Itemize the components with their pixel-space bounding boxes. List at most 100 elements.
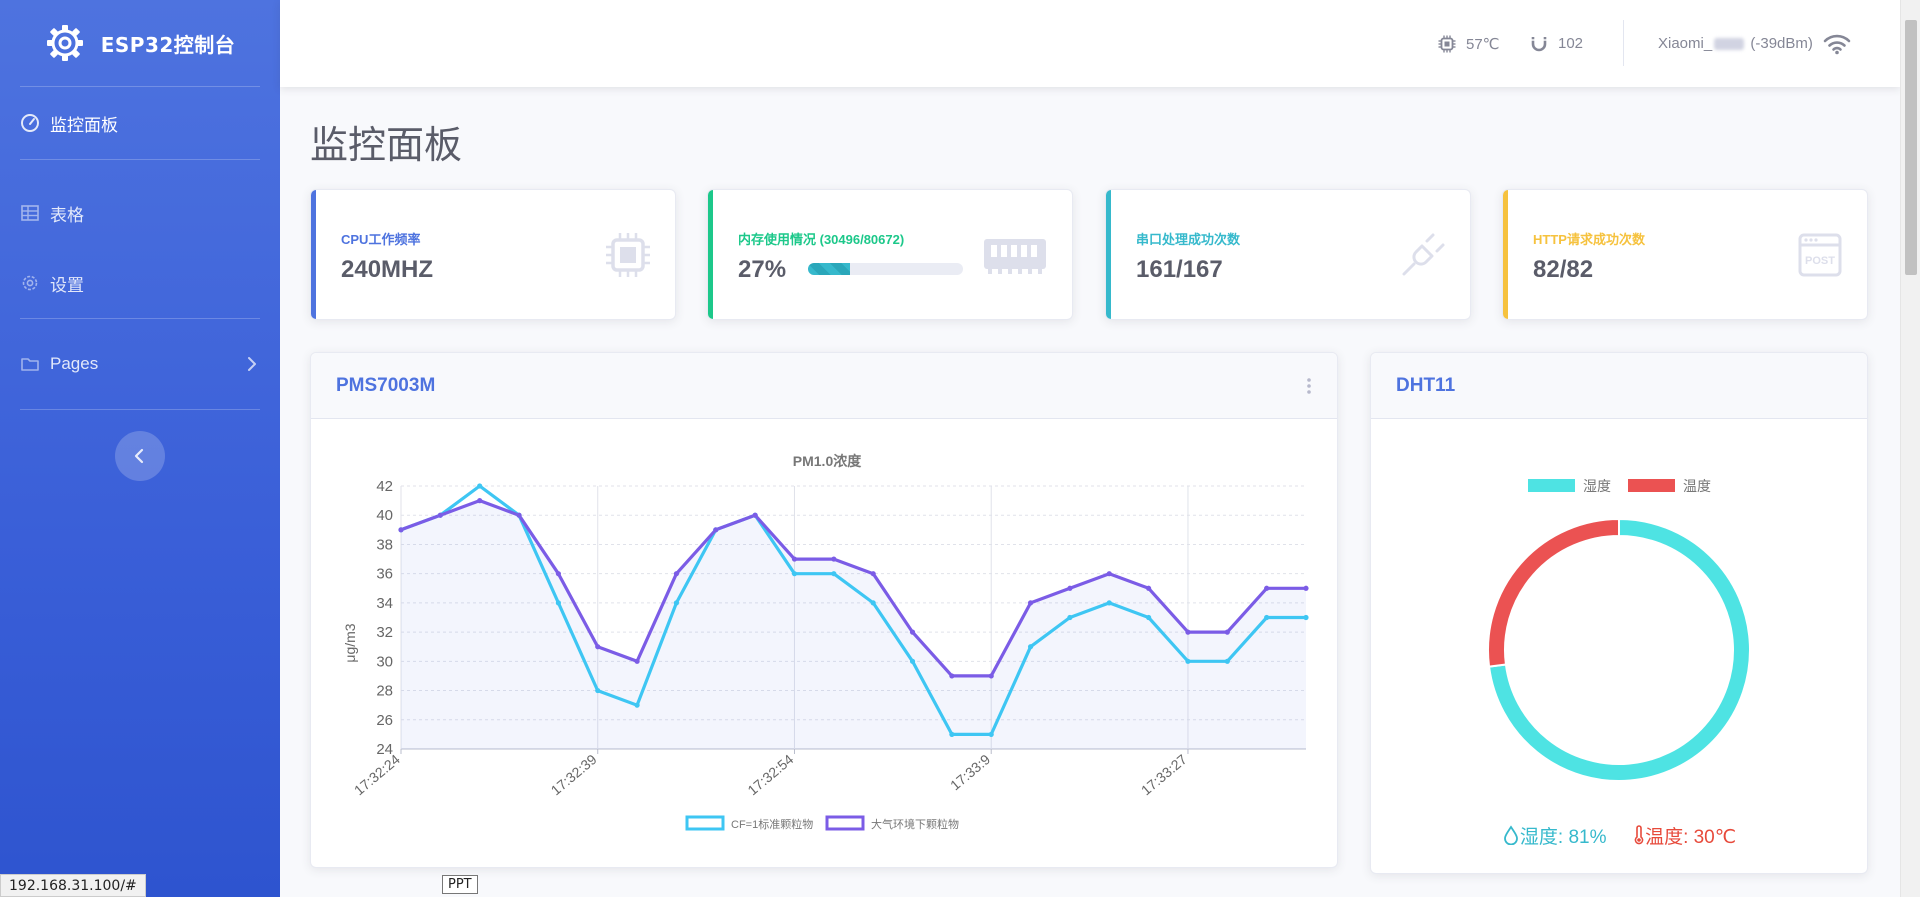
stat-title: 内存使用情况 (30496/80672) [738, 232, 905, 247]
dht-donut-chart: 湿度 温度 [1487, 478, 1751, 782]
x-tick-label: 17:32:24 [351, 751, 403, 798]
data-point [1146, 585, 1152, 591]
divider [20, 159, 260, 160]
hall-sensor-value: 102 [1558, 35, 1584, 52]
data-point [516, 512, 522, 518]
more-options-icon[interactable] [1306, 376, 1312, 396]
sidebar-item-pages[interactable]: Pages [0, 319, 280, 409]
plug-icon [1402, 233, 1445, 276]
temperature-text: 温度: 30℃ [1645, 827, 1737, 848]
sidebar-item-label: 监控面板 [50, 115, 118, 135]
sidebar-item-label: 设置 [50, 275, 84, 295]
memory-progress-fill [808, 263, 850, 275]
memory-icon [984, 239, 1046, 274]
y-axis-label: μg/m3 [342, 623, 358, 662]
humidity-text: 湿度: 81% [1519, 827, 1607, 848]
data-point [1185, 629, 1191, 635]
page-scrollbar[interactable] [1900, 0, 1920, 897]
data-point [1264, 614, 1270, 621]
sidebar-item-dashboard[interactable]: 监控面板 [0, 87, 280, 159]
data-point [595, 687, 601, 694]
stat-card-memory: 内存使用情况 (30496/80672) 27% [707, 189, 1073, 320]
y-tick-label: 28 [376, 683, 393, 700]
y-tick-label: 34 [376, 595, 393, 612]
wifi-status[interactable]: Xiaomi_ (-39dBm) [1658, 0, 1851, 87]
stat-value: 240MHZ [341, 256, 434, 283]
data-point [634, 702, 640, 708]
panel-header: DHT11 [1371, 353, 1867, 419]
x-tick-label: 17:32:39 [548, 751, 600, 798]
legend-swatch [1528, 479, 1575, 492]
stat-title: 串口处理成功次数 [1136, 232, 1241, 247]
data-point [1185, 658, 1191, 664]
data-point [477, 483, 483, 489]
folder-icon [21, 358, 39, 371]
stat-title: CPU工作频率 [341, 232, 421, 247]
y-tick-label: 30 [376, 653, 393, 670]
data-point [1106, 600, 1112, 606]
brand[interactable]: ESP32控制台 [0, 0, 280, 86]
card-accent [1503, 190, 1508, 319]
sidebar-item-table[interactable]: 表格 [0, 178, 280, 248]
data-point [909, 629, 916, 635]
data-point [555, 600, 561, 606]
scrollbar-thumb[interactable] [1905, 20, 1917, 275]
sidebar-toggle-button[interactable] [115, 431, 165, 481]
sidebar-item-settings[interactable]: 设置 [0, 248, 280, 318]
stat-card-serial: 串口处理成功次数 161/167 [1105, 189, 1471, 320]
panel-title: PMS7003M [336, 374, 436, 396]
data-point [1303, 585, 1309, 591]
data-point [437, 512, 443, 518]
divider [20, 318, 260, 319]
pms-panel: PMS7003M PM1.0浓度 μg/m3 24 26 28 30 32 34 36 38 4… [310, 352, 1338, 868]
sidebar: ESP32控制台 监控面板 表格 设置 Pages [0, 0, 280, 897]
data-point [1264, 585, 1270, 591]
data-point [909, 658, 916, 664]
legend-label: 大气环境下颗粒物 [871, 817, 959, 831]
memory-progress-bar [808, 263, 963, 275]
tooltip: PPT [442, 875, 478, 894]
panel-title: DHT11 [1396, 374, 1456, 396]
dht-panel: DHT11 湿度 温度 湿度: 81% 温度: 30℃ [1370, 352, 1868, 874]
data-point [870, 600, 876, 606]
x-tick-label: 17:33:9 [947, 751, 993, 793]
y-tick-label: 38 [376, 536, 393, 553]
legend-label: 温度 [1683, 478, 1711, 494]
browser-status-url: 192.168.31.100/# [0, 874, 146, 897]
sidebar-item-label: Pages [50, 354, 99, 373]
legend-label: CF=1标准颗粒物 [731, 817, 813, 831]
chevron-left-icon [134, 448, 144, 464]
card-accent [311, 190, 316, 319]
wifi-ssid: Xiaomi_ (-39dBm) [1658, 35, 1813, 52]
data-point [791, 571, 798, 577]
card-accent [1106, 190, 1111, 319]
chip-icon [1438, 35, 1456, 52]
data-point [1106, 571, 1112, 577]
data-point [1224, 629, 1230, 635]
data-point [1067, 614, 1073, 621]
legend-label: 湿度 [1583, 478, 1611, 494]
divider [20, 409, 260, 410]
data-point [1224, 658, 1230, 664]
legend-swatch [1628, 479, 1675, 492]
data-point [673, 600, 680, 606]
stat-card-cpu: CPU工作频率 240MHZ [310, 189, 676, 320]
thermometer-icon [1634, 825, 1644, 845]
data-point [949, 673, 955, 679]
y-tick-label: 42 [376, 478, 393, 495]
legend-swatch [825, 815, 865, 831]
wifi-icon [1823, 34, 1851, 54]
chart-title: PM1.0浓度 [793, 453, 862, 469]
data-point [713, 527, 719, 533]
stat-value: 161/167 [1136, 256, 1223, 283]
series-line-cf1 [400, 484, 1306, 736]
y-tick-label: 40 [376, 507, 393, 524]
post-icon: POST [1798, 233, 1842, 277]
sidebar-item-label: 表格 [50, 205, 84, 225]
data-point [477, 498, 483, 504]
data-point [555, 571, 561, 577]
card-accent [708, 190, 713, 319]
data-point [831, 571, 837, 577]
data-point [1067, 585, 1073, 591]
legend-swatch [685, 815, 725, 831]
